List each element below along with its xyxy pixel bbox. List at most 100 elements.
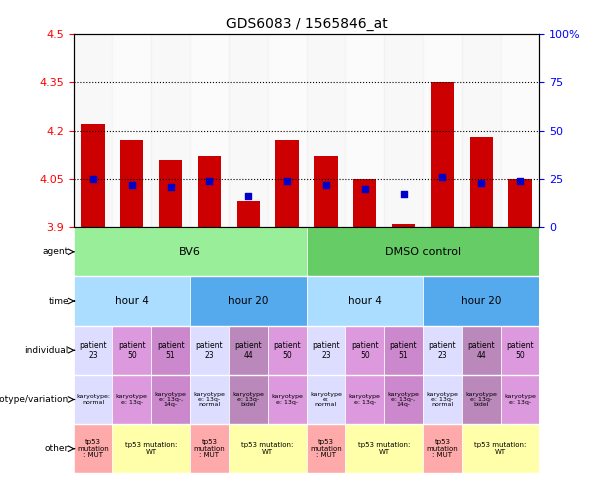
Point: [321, 181, 331, 188]
Bar: [462, 375, 501, 424]
Bar: [314, 156, 338, 227]
Bar: [74, 424, 112, 473]
Bar: [353, 179, 376, 227]
Text: time: time: [48, 297, 69, 306]
Bar: [268, 34, 306, 227]
Text: karyotype:
normal: karyotype: normal: [76, 394, 110, 405]
Bar: [112, 326, 151, 375]
Point: [398, 190, 408, 198]
Bar: [462, 34, 501, 227]
Point: [282, 177, 292, 185]
Bar: [306, 276, 423, 326]
Bar: [268, 375, 306, 424]
Text: patient
50: patient 50: [118, 341, 146, 360]
Text: tp53
mutation
: MUT: tp53 mutation : MUT: [77, 439, 109, 458]
Bar: [74, 227, 306, 276]
Text: tp53 mutation:
WT: tp53 mutation: WT: [242, 442, 294, 455]
Bar: [190, 375, 229, 424]
Bar: [384, 326, 423, 375]
Point: [476, 179, 486, 186]
Title: GDS6083 / 1565846_at: GDS6083 / 1565846_at: [226, 17, 387, 31]
Point: [166, 183, 175, 190]
Bar: [423, 34, 462, 227]
Point: [438, 173, 447, 181]
Bar: [306, 424, 345, 473]
Bar: [392, 224, 415, 227]
Bar: [237, 201, 260, 227]
Bar: [384, 375, 423, 424]
Text: karyotype
e: 13q-
normal: karyotype e: 13q- normal: [427, 392, 459, 407]
Bar: [306, 375, 345, 424]
Bar: [470, 137, 493, 227]
Text: patient
23: patient 23: [312, 341, 340, 360]
Bar: [112, 375, 151, 424]
Text: tp53
mutation
: MUT: tp53 mutation : MUT: [427, 439, 459, 458]
Bar: [306, 326, 345, 375]
Text: tp53 mutation:
WT: tp53 mutation: WT: [125, 442, 177, 455]
Bar: [275, 140, 299, 227]
Text: BV6: BV6: [179, 247, 201, 257]
Text: patient
50: patient 50: [506, 341, 534, 360]
Bar: [345, 34, 384, 227]
Bar: [384, 34, 423, 227]
Text: DMSO control: DMSO control: [385, 247, 461, 257]
Bar: [229, 424, 306, 473]
Text: patient
44: patient 44: [234, 341, 262, 360]
Text: tp53
mutation
: MUT: tp53 mutation : MUT: [194, 439, 226, 458]
Bar: [345, 326, 384, 375]
Point: [127, 181, 137, 188]
Text: patient
44: patient 44: [467, 341, 495, 360]
Text: agent: agent: [43, 247, 69, 256]
Text: tp53 mutation:
WT: tp53 mutation: WT: [358, 442, 410, 455]
Text: patient
50: patient 50: [351, 341, 379, 360]
Bar: [74, 276, 190, 326]
Bar: [508, 179, 531, 227]
Bar: [501, 375, 539, 424]
Bar: [112, 34, 151, 227]
Bar: [501, 326, 539, 375]
Bar: [423, 424, 462, 473]
Point: [360, 185, 370, 192]
Bar: [190, 424, 229, 473]
Bar: [74, 375, 112, 424]
Bar: [462, 326, 501, 375]
Text: individual: individual: [25, 346, 69, 355]
Text: patient
23: patient 23: [196, 341, 223, 360]
Point: [205, 177, 215, 185]
Text: hour 4: hour 4: [348, 296, 382, 306]
Bar: [229, 326, 268, 375]
Bar: [120, 140, 143, 227]
Bar: [229, 34, 268, 227]
Text: patient
23: patient 23: [79, 341, 107, 360]
Bar: [112, 424, 190, 473]
Bar: [306, 227, 539, 276]
Bar: [431, 82, 454, 227]
Bar: [151, 375, 190, 424]
Bar: [423, 326, 462, 375]
Text: karyotype
e:
normal: karyotype e: normal: [310, 392, 342, 407]
Bar: [190, 276, 306, 326]
Text: hour 20: hour 20: [228, 296, 268, 306]
Text: hour 4: hour 4: [115, 296, 149, 306]
Bar: [74, 326, 112, 375]
Bar: [74, 34, 112, 227]
Text: hour 20: hour 20: [461, 296, 501, 306]
Bar: [462, 424, 539, 473]
Text: tp53
mutation
: MUT: tp53 mutation : MUT: [310, 439, 342, 458]
Bar: [423, 375, 462, 424]
Bar: [268, 326, 306, 375]
Text: karyotype
e: 13q-: karyotype e: 13q-: [271, 394, 303, 405]
Bar: [198, 156, 221, 227]
Text: karyotype
e: 13q-
bidel: karyotype e: 13q- bidel: [232, 392, 264, 407]
Text: other: other: [45, 444, 69, 453]
Bar: [159, 159, 182, 227]
Text: patient
51: patient 51: [390, 341, 417, 360]
Text: genotype/variation: genotype/variation: [0, 395, 69, 404]
Text: karyotype
e: 13q-,
14q-: karyotype e: 13q-, 14q-: [154, 392, 186, 407]
Text: karyotype
e: 13q-: karyotype e: 13q-: [504, 394, 536, 405]
Bar: [82, 124, 105, 227]
Bar: [345, 424, 423, 473]
Bar: [423, 276, 539, 326]
Bar: [151, 326, 190, 375]
Text: patient
23: patient 23: [428, 341, 456, 360]
